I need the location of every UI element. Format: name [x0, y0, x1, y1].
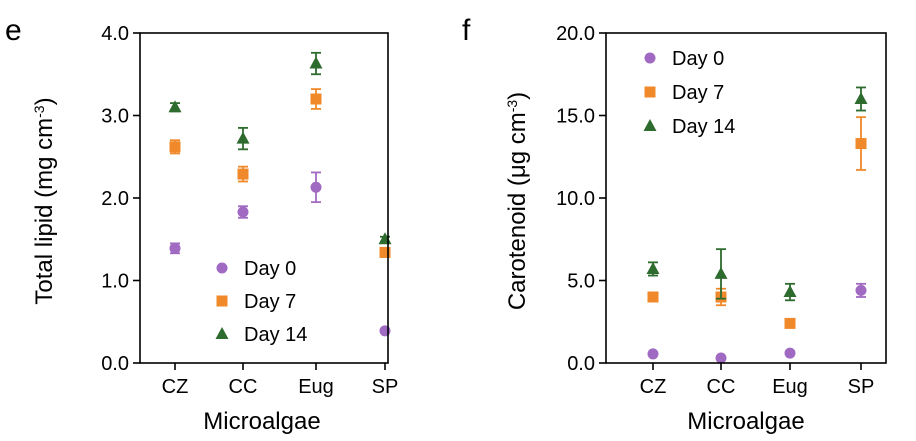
- plot-frame: [605, 32, 887, 364]
- data-point: [784, 317, 796, 329]
- data-point: [378, 232, 392, 245]
- legend-marker: [216, 262, 228, 274]
- data-point: [237, 168, 249, 180]
- x-axis-label: Microalgae: [203, 408, 320, 435]
- data-point: [855, 138, 867, 150]
- data-point: [715, 352, 727, 364]
- data-point: [237, 206, 249, 218]
- x-tick-label: CZ: [640, 376, 667, 398]
- y-axis-label: Carotenoid (μg cm-3): [504, 92, 531, 310]
- x-tick-label: CC: [229, 376, 258, 398]
- y-tick-label: 2.0: [101, 188, 129, 210]
- legend-label: Day 0: [672, 48, 724, 70]
- legend-marker: [216, 295, 228, 307]
- plot-frame: [139, 32, 389, 364]
- x-tick-label: Eug: [772, 376, 808, 398]
- data-point: [646, 261, 660, 274]
- panel-f: f Carotenoid (μg cm-3) Microalgae 0.0 5.0…: [462, 14, 887, 435]
- legend-marker: [643, 119, 657, 131]
- data-point: [647, 291, 659, 303]
- data-point: [784, 347, 796, 359]
- panel-label: f: [462, 14, 471, 47]
- y-tick-label: 3.0: [101, 106, 129, 128]
- y-tick-label: 5.0: [567, 271, 595, 293]
- data-point: [714, 266, 728, 279]
- y-tick-label: 4.0: [101, 23, 129, 45]
- legend: Day 0 Day 7 Day 14: [643, 48, 735, 138]
- data-point: [169, 141, 181, 153]
- x-tick-label: CC: [707, 376, 736, 398]
- data-point: [783, 285, 797, 298]
- y-tick-label: 15.0: [556, 106, 595, 128]
- legend-marker: [644, 52, 656, 64]
- x-axis-label: Microalgae: [687, 408, 804, 435]
- legend-marker: [215, 327, 229, 339]
- data-point: [310, 93, 322, 105]
- y-tick-label: 1.0: [101, 271, 129, 293]
- y-tick-label: 0.0: [567, 353, 595, 375]
- x-tick-label: Eug: [298, 376, 334, 398]
- data-point: [379, 246, 391, 258]
- data-point: [854, 92, 868, 104]
- y-tick-label: 20.0: [556, 23, 595, 45]
- panel-label: e: [5, 14, 22, 47]
- y-tick-label: 10.0: [556, 188, 595, 210]
- data-point: [169, 242, 181, 254]
- legend-marker: [644, 86, 656, 98]
- data-point: [379, 325, 391, 337]
- data-point: [168, 100, 182, 113]
- legend-label: Day 7: [672, 82, 724, 104]
- y-tick-label: 0.0: [101, 353, 129, 375]
- data-marks: [646, 86, 868, 364]
- data-point: [309, 56, 323, 69]
- x-ticks: CZ CC Eug SP: [162, 363, 399, 398]
- data-point: [236, 131, 250, 144]
- y-ticks: 0.0 5.0 10.0 15.0 20.0: [556, 23, 606, 375]
- y-ticks: 0.0 1.0 2.0 3.0 4.0: [101, 23, 140, 375]
- x-tick-label: SP: [372, 376, 399, 398]
- data-point: [855, 284, 867, 296]
- data-point: [647, 348, 659, 360]
- y-axis-label: Total lipid (mg cm-3): [31, 97, 58, 304]
- data-point: [310, 181, 322, 193]
- legend: Day 0 Day 7 Day 14: [215, 258, 307, 346]
- x-tick-label: CZ: [162, 376, 189, 398]
- x-tick-label: SP: [848, 376, 875, 398]
- panel-e: e Total lipid (mg cm-3) Microalgae 0.0 1.…: [5, 14, 398, 435]
- x-ticks: CZ CC Eug SP: [640, 363, 875, 398]
- legend-label: Day 0: [244, 258, 296, 280]
- legend-label: Day 14: [672, 116, 735, 138]
- legend-label: Day 7: [244, 291, 296, 313]
- legend-label: Day 14: [244, 324, 307, 346]
